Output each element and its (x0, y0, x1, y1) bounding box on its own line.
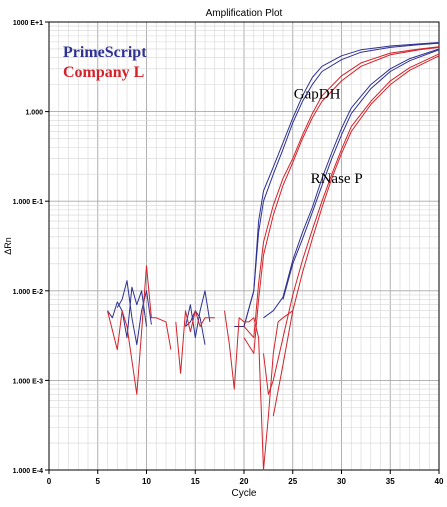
series-line-company-l-12 (243, 46, 440, 354)
legend-entry: PrimeScript (63, 44, 147, 61)
legend-entry: Company L (63, 64, 144, 81)
series-line-primescript-0 (116, 280, 152, 346)
y-tick-label: 1.000 E-4 (13, 468, 43, 475)
y-tick-label: 1000 E+1 (13, 20, 43, 27)
series-line-company-l-14 (272, 55, 440, 417)
y-tick-label: 1.000 E-2 (13, 289, 43, 296)
series-line-primescript-6 (263, 48, 440, 319)
x-tick-label: 35 (386, 477, 395, 486)
curve-annotation: RNase P (311, 171, 363, 187)
series-line-company-l-11 (243, 46, 440, 339)
y-tick-label: 1.000 E-3 (13, 378, 43, 385)
x-tick-label: 40 (435, 477, 444, 486)
series-line-company-l-9 (175, 310, 215, 374)
chart-title: Amplification Plot (206, 8, 283, 19)
y-tick-label: 1.000 (25, 110, 43, 117)
x-axis-label: Cycle (231, 488, 256, 499)
x-tick-label: 10 (142, 477, 151, 486)
series-line-company-l-13 (263, 53, 440, 395)
series-line-company-l-8 (107, 265, 172, 395)
series-line-primescript-1 (107, 286, 147, 339)
x-tick-label: 25 (288, 477, 297, 486)
series-line-primescript-5 (243, 42, 440, 327)
series-line-primescript-2 (185, 290, 211, 339)
x-tick-label: 5 (96, 477, 101, 486)
x-tick-label: 15 (191, 477, 200, 486)
x-tick-label: 0 (47, 477, 52, 486)
y-tick-label: 1.000 E-1 (13, 199, 43, 206)
series-line-primescript-7 (282, 49, 440, 300)
y-axis-label: ΔRn (3, 237, 13, 255)
x-tick-label: 20 (240, 477, 249, 486)
x-tick-label: 30 (337, 477, 346, 486)
curve-annotation: GapDH (294, 87, 341, 103)
